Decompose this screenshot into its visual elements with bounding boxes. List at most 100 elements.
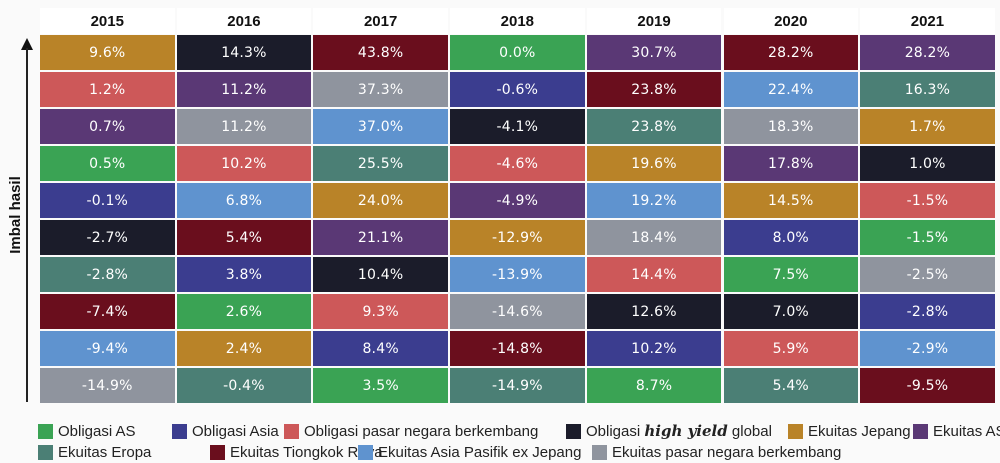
legend-swatch-icon bbox=[172, 423, 187, 439]
legend-label: Obligasi pasar negara berkembang bbox=[304, 422, 539, 440]
return-cell: -0.1% bbox=[40, 183, 175, 219]
legend-item: Obligasi high yield global bbox=[566, 421, 772, 441]
legend-swatch-icon bbox=[788, 423, 803, 439]
return-cell: -2.8% bbox=[40, 257, 175, 293]
return-cell: 7.0% bbox=[723, 294, 858, 330]
legend-swatch-icon bbox=[210, 444, 225, 460]
return-cell: 37.0% bbox=[313, 109, 448, 145]
legend-label: Obligasi high yield global bbox=[586, 422, 772, 440]
return-cell: 22.4% bbox=[723, 72, 858, 108]
legend-label: Ekuitas pasar negara berkembang bbox=[612, 443, 842, 461]
return-cell: 0.5% bbox=[40, 146, 175, 182]
return-cell: 8.7% bbox=[586, 368, 722, 404]
legend-swatch-icon bbox=[284, 423, 299, 439]
return-cell: 21.1% bbox=[313, 220, 448, 256]
return-cell: 12.6% bbox=[586, 294, 722, 330]
return-cell: 18.4% bbox=[586, 220, 722, 256]
return-cell: -14.9% bbox=[40, 368, 175, 404]
legend-item: Obligasi AS bbox=[38, 421, 136, 441]
return-cell: 5.4% bbox=[723, 368, 858, 404]
return-cell: 8.0% bbox=[723, 220, 858, 256]
return-cell: 5.9% bbox=[723, 331, 858, 367]
return-cell: 11.2% bbox=[176, 72, 312, 108]
return-cell: 24.0% bbox=[313, 183, 448, 219]
return-cell: 10.4% bbox=[313, 257, 448, 293]
return-cell: 19.6% bbox=[586, 146, 722, 182]
return-cell: 6.8% bbox=[176, 183, 312, 219]
return-cell: 0.7% bbox=[40, 109, 175, 145]
legend-swatch-icon bbox=[38, 423, 53, 439]
return-cell: 9.6% bbox=[40, 35, 175, 71]
return-cell: 5.4% bbox=[176, 220, 312, 256]
return-cell: 1.0% bbox=[860, 146, 995, 182]
return-cell: -13.9% bbox=[450, 257, 585, 293]
year-header: 2015 bbox=[40, 8, 175, 34]
legend-item: Ekuitas pasar negara berkembang bbox=[592, 442, 841, 462]
legend-swatch-icon bbox=[38, 444, 53, 460]
return-cell: -4.1% bbox=[450, 109, 585, 145]
return-cell: -0.4% bbox=[176, 368, 312, 404]
return-cell: -14.6% bbox=[450, 294, 585, 330]
return-cell: 7.5% bbox=[723, 257, 858, 293]
legend-item: Ekuitas AS bbox=[913, 421, 1000, 441]
return-cell: 9.3% bbox=[313, 294, 448, 330]
y-axis-arrow-icon bbox=[21, 38, 33, 50]
legend-item: Obligasi pasar negara berkembang bbox=[284, 421, 538, 441]
return-cell: 2.6% bbox=[176, 294, 312, 330]
return-cell: 3.8% bbox=[176, 257, 312, 293]
return-cell: 25.5% bbox=[313, 146, 448, 182]
legend-label: Ekuitas Eropa bbox=[58, 443, 152, 461]
year-header: 2017 bbox=[313, 8, 448, 34]
return-cell: 18.3% bbox=[723, 109, 858, 145]
return-cell: -9.4% bbox=[40, 331, 175, 367]
return-cell: 11.2% bbox=[176, 109, 312, 145]
legend-item: Ekuitas Asia Pasifik ex Jepang bbox=[358, 442, 581, 462]
return-cell: 23.8% bbox=[586, 72, 722, 108]
return-cell: 28.2% bbox=[860, 35, 995, 71]
return-cell: 2.4% bbox=[176, 331, 312, 367]
return-cell: -14.8% bbox=[450, 331, 585, 367]
return-cell: -2.9% bbox=[860, 331, 995, 367]
return-cell: 1.7% bbox=[860, 109, 995, 145]
legend-label: Ekuitas Tiongkok Raya bbox=[230, 443, 383, 461]
return-cell: 16.3% bbox=[860, 72, 995, 108]
return-cell: 1.2% bbox=[40, 72, 175, 108]
return-cell: 14.4% bbox=[586, 257, 722, 293]
legend-label: Obligasi AS bbox=[58, 422, 136, 440]
return-cell: -2.5% bbox=[860, 257, 995, 293]
legend-label: Ekuitas Asia Pasifik ex Jepang bbox=[378, 443, 582, 461]
year-header: 2020 bbox=[723, 8, 858, 34]
return-cell: 10.2% bbox=[176, 146, 312, 182]
return-cell: -9.5% bbox=[860, 368, 995, 404]
return-cell: 10.2% bbox=[586, 331, 722, 367]
return-cell: 8.4% bbox=[313, 331, 448, 367]
return-cell: -4.9% bbox=[450, 183, 585, 219]
return-cell: -12.9% bbox=[450, 220, 585, 256]
y-axis-line bbox=[26, 48, 28, 402]
legend-swatch-icon bbox=[358, 444, 373, 460]
return-cell: 19.2% bbox=[586, 183, 722, 219]
return-cell: -0.6% bbox=[450, 72, 585, 108]
return-cell: 28.2% bbox=[723, 35, 858, 71]
return-cell: 17.8% bbox=[723, 146, 858, 182]
year-header: 2018 bbox=[450, 8, 585, 34]
legend-label: Ekuitas Jepang bbox=[808, 422, 911, 440]
legend-item: Ekuitas Tiongkok Raya bbox=[210, 442, 383, 462]
legend-item: Ekuitas Jepang bbox=[788, 421, 911, 441]
legend-item: Ekuitas Eropa bbox=[38, 442, 151, 462]
return-cell: 37.3% bbox=[313, 72, 448, 108]
year-header: 2019 bbox=[586, 8, 722, 34]
return-cell: 43.8% bbox=[313, 35, 448, 71]
return-cell: 30.7% bbox=[586, 35, 722, 71]
legend-swatch-icon bbox=[566, 423, 581, 439]
year-header: 2016 bbox=[176, 8, 312, 34]
return-cell: -2.7% bbox=[40, 220, 175, 256]
return-cell: -14.9% bbox=[450, 368, 585, 404]
year-header: 2021 bbox=[860, 8, 995, 34]
return-cell: 3.5% bbox=[313, 368, 448, 404]
legend-swatch-icon bbox=[913, 423, 928, 439]
return-cell: 14.3% bbox=[176, 35, 312, 71]
legend-item: Obligasi Asia bbox=[172, 421, 279, 441]
return-cell: 23.8% bbox=[586, 109, 722, 145]
